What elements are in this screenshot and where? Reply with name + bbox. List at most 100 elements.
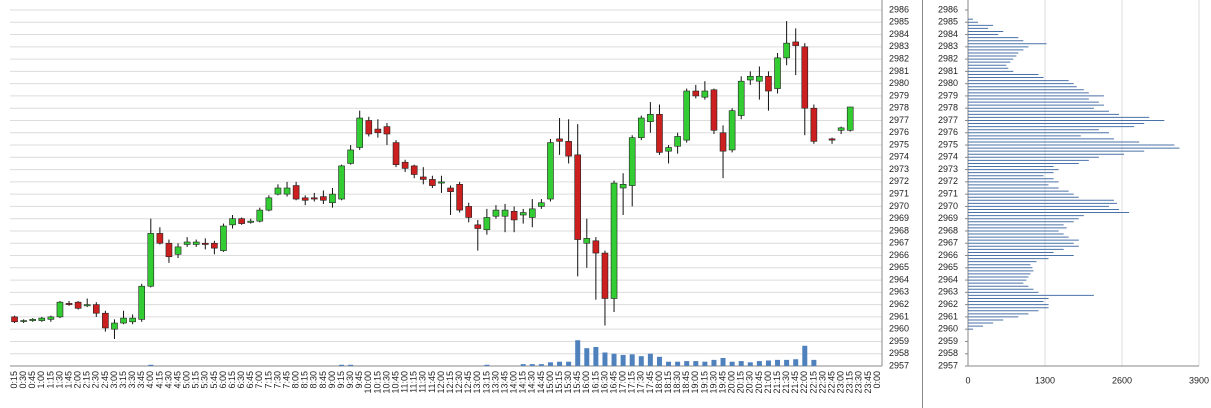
x-tick-label: 0:30 [18,371,28,389]
x-tick-label: 4:30 [163,371,173,389]
x-tick-label: 8:00 [291,371,301,389]
x-tick-label: 16:45 [608,371,618,394]
y-tick-label: 2959 [889,336,909,346]
x-tick-label: 17:15 [627,371,637,394]
candle-body [310,197,318,200]
candle-body [111,322,118,330]
x-tick-label: 13:00 [472,371,482,394]
volume-bar [693,361,699,366]
volume-bar [738,361,744,366]
x-tick-label: 3900 [1189,375,1209,385]
y-tick-label: 2980 [938,78,958,88]
candle-body [656,114,663,153]
candle-body [619,184,627,189]
candle-body [501,209,509,217]
x-tick-label: 3:00 [109,371,119,389]
candle-body [592,240,600,254]
volume-bar [720,358,726,366]
y-tick-label: 2963 [889,287,909,297]
x-tick-label: 1:15 [45,371,55,389]
x-tick-label: 23:30 [854,371,864,394]
volume-bar [529,364,535,366]
x-tick-label: 2:15 [82,371,92,389]
x-tick-label: 22:15 [808,371,818,394]
candle-body [574,154,582,240]
x-tick-label: 12:45 [463,371,473,394]
x-tick-label: 17:00 [618,371,628,394]
candle-body [247,220,255,223]
x-tick-label: 1:00 [36,371,46,389]
x-tick-label: 19:15 [699,371,709,394]
volume-bar [602,352,608,366]
candle-body [538,202,545,207]
candle-body [38,317,46,321]
candle-body [29,319,37,321]
volume-bar [811,359,817,366]
x-tick-label: 2600 [1112,375,1132,385]
volume-bar [557,361,563,366]
x-tick-label: 10:45 [390,371,400,394]
x-tick-label: 23:15 [845,371,855,394]
x-tick-label: 5:30 [200,371,210,389]
x-tick-label: 7:00 [254,371,264,389]
y-tick-label: 2960 [889,324,909,334]
x-tick-label: 0:15 [9,371,19,389]
volume-bar [702,361,708,366]
candle-body [347,149,354,164]
volume-bar [802,345,808,366]
candle-body [320,196,327,201]
candle-body [383,126,391,135]
candle-body [102,312,109,329]
candle-body [665,147,672,152]
y-tick-label: 2983 [889,41,909,51]
candle-body [510,211,518,221]
candle-body [601,252,609,299]
y-tick-label: 2962 [938,299,958,309]
x-tick-label: 17:30 [636,371,646,394]
candle-body [610,182,618,299]
candle-body [474,224,482,229]
candle-body [356,117,364,148]
x-tick-label: 14:00 [509,371,519,394]
y-tick-label: 2966 [889,250,909,260]
candle-body [283,187,291,195]
x-tick-label: 17:45 [645,371,655,394]
candle-body [728,110,736,151]
x-tick-label: 16:15 [590,371,600,394]
x-tick-label: 3:15 [118,371,128,389]
x-tick-label: 9:00 [327,371,337,389]
volume-bar [339,364,345,366]
x-tick-label: 21:30 [781,371,791,394]
candle-body [11,316,18,323]
y-tick-label: 2972 [889,176,909,186]
volume-bar [756,361,762,366]
x-tick-label: 1:45 [63,371,73,389]
x-tick-label: 10:00 [363,371,373,394]
candle-body [846,106,854,131]
x-tick-label: 12:00 [436,371,446,394]
volume-bar [538,364,544,366]
y-tick-label: 2977 [938,115,958,125]
y-tick-label: 2975 [938,139,958,149]
candle-body [810,107,818,142]
y-tick-label: 2957 [889,360,909,370]
candle-body [483,217,491,231]
x-tick-label: 18:45 [681,371,691,394]
candle-body [438,181,445,184]
y-tick-label: 2965 [938,262,958,272]
candle-body [338,165,345,200]
y-tick-label: 2957 [938,360,958,370]
x-tick-label: 2:30 [91,371,101,389]
y-tick-label: 2960 [938,324,958,334]
x-tick-label: 5:15 [191,371,201,389]
x-tick-label: 14:30 [527,371,537,394]
volume-bar [584,348,590,366]
x-tick-label: 18:15 [663,371,673,394]
x-tick-label: 12:15 [445,371,455,394]
candle-body [274,187,282,195]
y-tick-label: 2977 [889,115,909,125]
candle-body [265,197,273,211]
volume-bar [348,364,354,366]
candle-body [301,197,309,201]
